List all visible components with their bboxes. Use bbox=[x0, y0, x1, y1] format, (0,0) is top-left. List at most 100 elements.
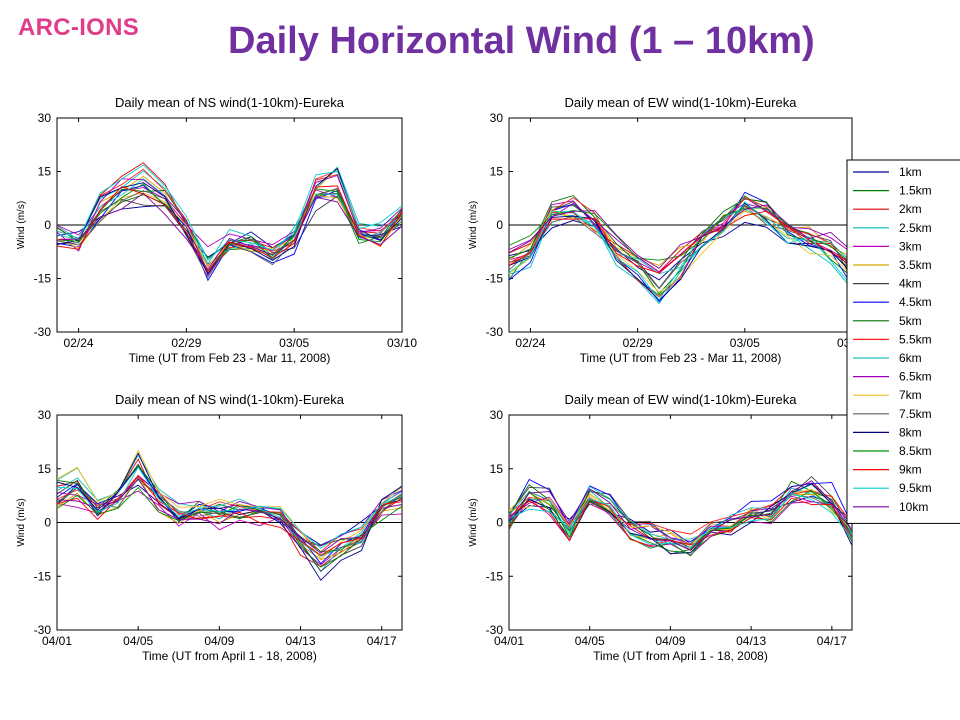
x-axis-label: Time (UT from Feb 23 - Mar 11, 2008) bbox=[580, 351, 782, 365]
legend-entry: 6.5km bbox=[899, 370, 932, 384]
y-axis-label: Wind (m/s) bbox=[16, 498, 27, 546]
series-line bbox=[57, 486, 402, 553]
series-line bbox=[509, 202, 852, 273]
series-line bbox=[57, 449, 402, 560]
series-line bbox=[509, 490, 852, 535]
y-tick-label: 30 bbox=[490, 111, 504, 125]
x-tick-label: 02/24 bbox=[515, 336, 545, 350]
chart-title: Daily mean of NS wind(1-10km)-Eureka bbox=[115, 392, 345, 407]
legend-entry: 3km bbox=[899, 239, 922, 253]
x-axis-label: Time (UT from Feb 23 - Mar 11, 2008) bbox=[129, 351, 331, 365]
x-tick-label: 04/17 bbox=[367, 634, 397, 648]
series-line bbox=[509, 480, 852, 555]
y-tick-label: -15 bbox=[34, 569, 52, 583]
y-tick-label: -30 bbox=[34, 325, 52, 339]
series-line bbox=[57, 452, 402, 581]
y-tick-label: 15 bbox=[38, 165, 52, 179]
x-tick-label: 04/13 bbox=[286, 634, 316, 648]
legend-entry: 1km bbox=[899, 165, 922, 179]
y-axis-label: Wind (m/s) bbox=[468, 201, 479, 249]
legend-entry: 9.5km bbox=[899, 481, 932, 495]
legend-entry: 8.5km bbox=[899, 444, 932, 458]
series-line bbox=[57, 466, 402, 549]
series-line bbox=[509, 202, 852, 301]
y-tick-label: -30 bbox=[34, 623, 52, 637]
legend-entry: 3.5km bbox=[899, 258, 932, 272]
y-tick-label: -30 bbox=[486, 623, 504, 637]
page-title: Daily Horizontal Wind (1 – 10km) bbox=[228, 20, 815, 62]
series-line bbox=[57, 178, 402, 266]
legend-box bbox=[846, 159, 960, 524]
x-axis-label: Time (UT from April 1 - 18, 2008) bbox=[142, 649, 317, 663]
series-line bbox=[57, 474, 402, 556]
chart-panel-1: Daily mean of NS wind(1-10km)-Eureka Time… bbox=[16, 95, 417, 365]
legend-entry: 10km bbox=[899, 500, 928, 514]
series-line bbox=[509, 495, 852, 545]
x-tick-label: 04/09 bbox=[204, 634, 234, 648]
legend-entry: 1.5km bbox=[899, 184, 932, 198]
y-tick-label: 0 bbox=[44, 516, 51, 530]
chart-panel-2: Daily mean of EW wind(1-10km)-Eureka Time… bbox=[468, 95, 867, 365]
y-tick-label: 30 bbox=[38, 111, 52, 125]
y-tick-label: 15 bbox=[38, 462, 52, 476]
chart-title: Daily mean of EW wind(1-10km)-Eureka bbox=[565, 95, 798, 110]
x-tick-label: 02/29 bbox=[171, 336, 201, 350]
series-line bbox=[509, 209, 852, 293]
series-line bbox=[57, 192, 402, 271]
series-line bbox=[509, 480, 852, 551]
x-tick-label: 03/05 bbox=[279, 336, 309, 350]
x-tick-label: 04/05 bbox=[123, 634, 153, 648]
series-line bbox=[509, 488, 852, 545]
chart-title: Daily mean of NS wind(1-10km)-Eureka bbox=[115, 95, 345, 110]
legend: 1km 1.5km 2km 2.5km 3km 3.5km 4km 4.5km 5km 5.5km… bbox=[846, 159, 960, 524]
legend-entry: 2km bbox=[899, 202, 922, 216]
y-tick-label: -15 bbox=[486, 272, 504, 286]
series-line bbox=[57, 465, 402, 568]
legend-entry: 4.5km bbox=[899, 295, 932, 309]
y-tick-label: 30 bbox=[38, 408, 52, 422]
logo-text: ARC-IONS bbox=[18, 14, 140, 41]
x-tick-label: 04/01 bbox=[42, 634, 72, 648]
y-tick-label: -15 bbox=[34, 272, 52, 286]
series-line bbox=[57, 183, 402, 272]
chart-panel-3: Daily mean of NS wind(1-10km)-Eureka Time… bbox=[16, 392, 403, 663]
y-tick-label: -15 bbox=[486, 569, 504, 583]
series-line bbox=[57, 166, 402, 266]
series-line bbox=[509, 497, 852, 547]
legend-entry: 8km bbox=[899, 425, 922, 439]
chart-title: Daily mean of EW wind(1-10km)-Eureka bbox=[565, 392, 798, 407]
x-tick-label: 02/24 bbox=[64, 336, 94, 350]
legend-entry: 4km bbox=[899, 277, 922, 291]
y-tick-label: 15 bbox=[490, 165, 504, 179]
x-tick-label: 04/05 bbox=[575, 634, 605, 648]
series-line bbox=[509, 210, 852, 274]
series-line bbox=[509, 205, 852, 290]
x-tick-label: 04/09 bbox=[655, 634, 685, 648]
y-tick-label: 0 bbox=[496, 218, 503, 232]
x-tick-label: 04/17 bbox=[817, 634, 847, 648]
x-tick-label: 03/05 bbox=[730, 336, 760, 350]
x-tick-label: 03/10 bbox=[387, 336, 417, 350]
series-line bbox=[57, 185, 402, 272]
legend-entry: 9km bbox=[899, 463, 922, 477]
y-tick-label: -30 bbox=[486, 325, 504, 339]
y-tick-label: 30 bbox=[490, 408, 504, 422]
x-tick-label: 04/01 bbox=[494, 634, 524, 648]
x-tick-label: 04/13 bbox=[736, 634, 766, 648]
y-tick-label: 0 bbox=[496, 516, 503, 530]
series-line bbox=[57, 164, 402, 262]
y-tick-label: 15 bbox=[490, 462, 504, 476]
x-tick-label: 02/29 bbox=[623, 336, 653, 350]
legend-entry: 7km bbox=[899, 388, 922, 402]
series-line bbox=[57, 479, 402, 546]
y-axis-label: Wind (m/s) bbox=[16, 201, 27, 249]
series-line bbox=[509, 195, 852, 295]
series-line bbox=[509, 201, 852, 301]
series-line bbox=[57, 474, 402, 561]
y-axis-label: Wind (m/s) bbox=[468, 498, 479, 546]
series-line bbox=[509, 204, 852, 269]
legend-entry: 7.5km bbox=[899, 407, 932, 421]
x-axis-label: Time (UT from April 1 - 18, 2008) bbox=[593, 649, 768, 663]
chart-panel-4: Daily mean of EW wind(1-10km)-Eureka Time… bbox=[468, 392, 853, 663]
